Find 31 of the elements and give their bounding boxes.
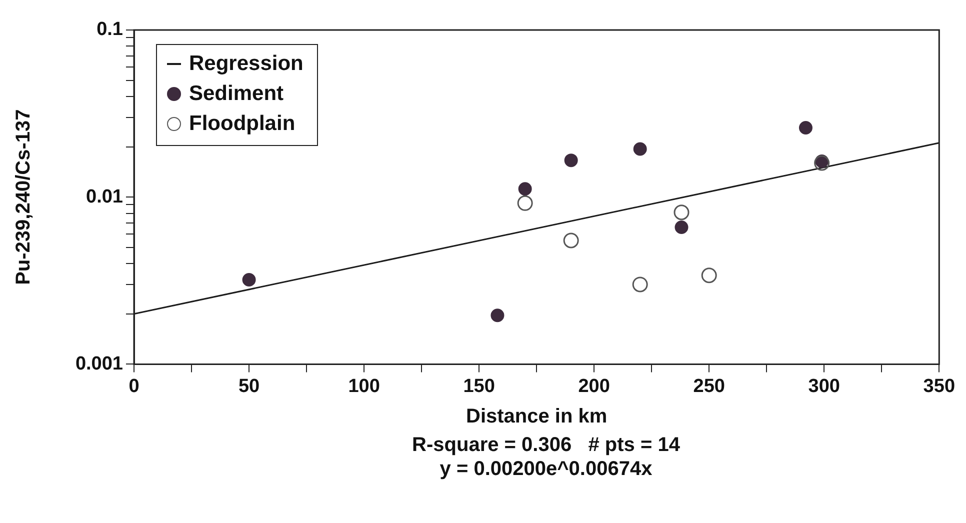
point xyxy=(633,142,647,156)
point xyxy=(674,220,688,234)
legend-label: Regression xyxy=(189,52,304,76)
x-tick-label: 50 xyxy=(238,376,260,397)
text: R-square = 0.306 # pts = 14 xyxy=(411,433,681,457)
point xyxy=(814,155,830,171)
x-tick-label: 250 xyxy=(693,376,725,397)
point xyxy=(674,204,690,220)
y-axis-title: Pu-239,240/Cs-137 xyxy=(12,109,35,285)
x-tick-label: 150 xyxy=(463,376,495,397)
point xyxy=(242,273,256,287)
x-tick-label: 0 xyxy=(128,376,140,397)
point xyxy=(798,121,812,135)
y-tick-label: 0.01 xyxy=(86,186,124,208)
text: y = 0.00200e^0.00674x xyxy=(438,457,654,481)
legend-label: Floodplain xyxy=(189,112,296,136)
x-tick-label: 200 xyxy=(578,376,610,397)
point xyxy=(563,232,579,248)
point xyxy=(490,308,504,322)
x-tick-label: 100 xyxy=(348,376,380,397)
point xyxy=(518,182,532,196)
point xyxy=(564,154,578,168)
point xyxy=(517,195,533,211)
x-tick-label: 350 xyxy=(923,376,955,397)
x-axis-title: Distance in km xyxy=(466,406,608,428)
point xyxy=(632,276,648,292)
y-tick-label: 0.001 xyxy=(75,353,124,374)
y-tick-label: 0.1 xyxy=(96,19,124,40)
legend-label: Sediment xyxy=(189,82,284,106)
point xyxy=(701,268,717,284)
x-tick-label: 300 xyxy=(808,376,840,397)
